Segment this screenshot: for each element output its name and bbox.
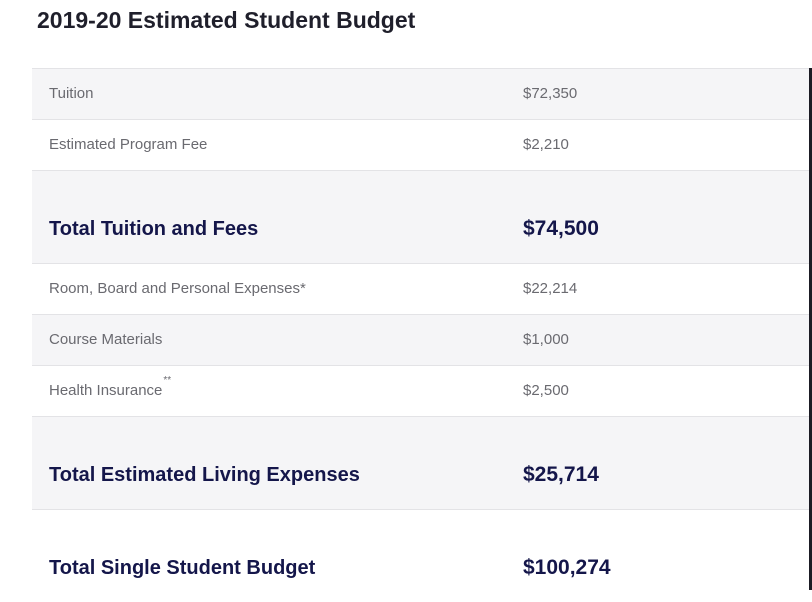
total-amount: $25,714 — [523, 463, 599, 486]
row-label: Estimated Program Fee — [49, 136, 208, 153]
total-amount: $74,500 — [523, 217, 599, 240]
row-label: Course Materials — [49, 331, 163, 348]
row-label: Room, Board and Personal Expenses* — [49, 280, 306, 297]
row-label: Tuition — [49, 85, 94, 102]
row-label-text: Health Insurance — [49, 382, 163, 399]
total-label: Total Single Student Budget — [49, 557, 316, 579]
total-amount: $100,274 — [523, 556, 611, 579]
table-row-room-board: Room, Board and Personal Expenses* $22,2… — [32, 263, 812, 314]
page-title: 2019-20 Estimated Student Budget — [37, 7, 416, 33]
row-amount: $2,500 — [523, 382, 569, 399]
row-amount: $72,350 — [523, 85, 578, 102]
window-edge — [809, 68, 812, 590]
total-label: Total Tuition and Fees — [49, 218, 259, 240]
table-row-health-insurance: Health Insurance** $2,500 — [32, 365, 812, 416]
total-row-tuition-fees: Total Tuition and Fees $74,500 — [32, 170, 812, 263]
table-row-program-fee: Estimated Program Fee $2,210 — [32, 119, 812, 170]
total-row-living-expenses: Total Estimated Living Expenses $25,714 — [32, 416, 812, 509]
budget-table: Tuition $72,350 Estimated Program Fee $2… — [32, 68, 812, 602]
table-row-course-materials: Course Materials $1,000 — [32, 314, 812, 365]
row-label: Health Insurance** — [49, 376, 171, 400]
total-label: Total Estimated Living Expenses — [49, 464, 360, 486]
total-row-student-budget: Total Single Student Budget $100,274 — [32, 509, 812, 602]
row-amount: $2,210 — [523, 136, 569, 153]
footnote-marker: ** — [163, 375, 172, 386]
table-row-tuition: Tuition $72,350 — [32, 68, 812, 119]
row-amount: $22,214 — [523, 280, 578, 297]
row-amount: $1,000 — [523, 331, 569, 348]
